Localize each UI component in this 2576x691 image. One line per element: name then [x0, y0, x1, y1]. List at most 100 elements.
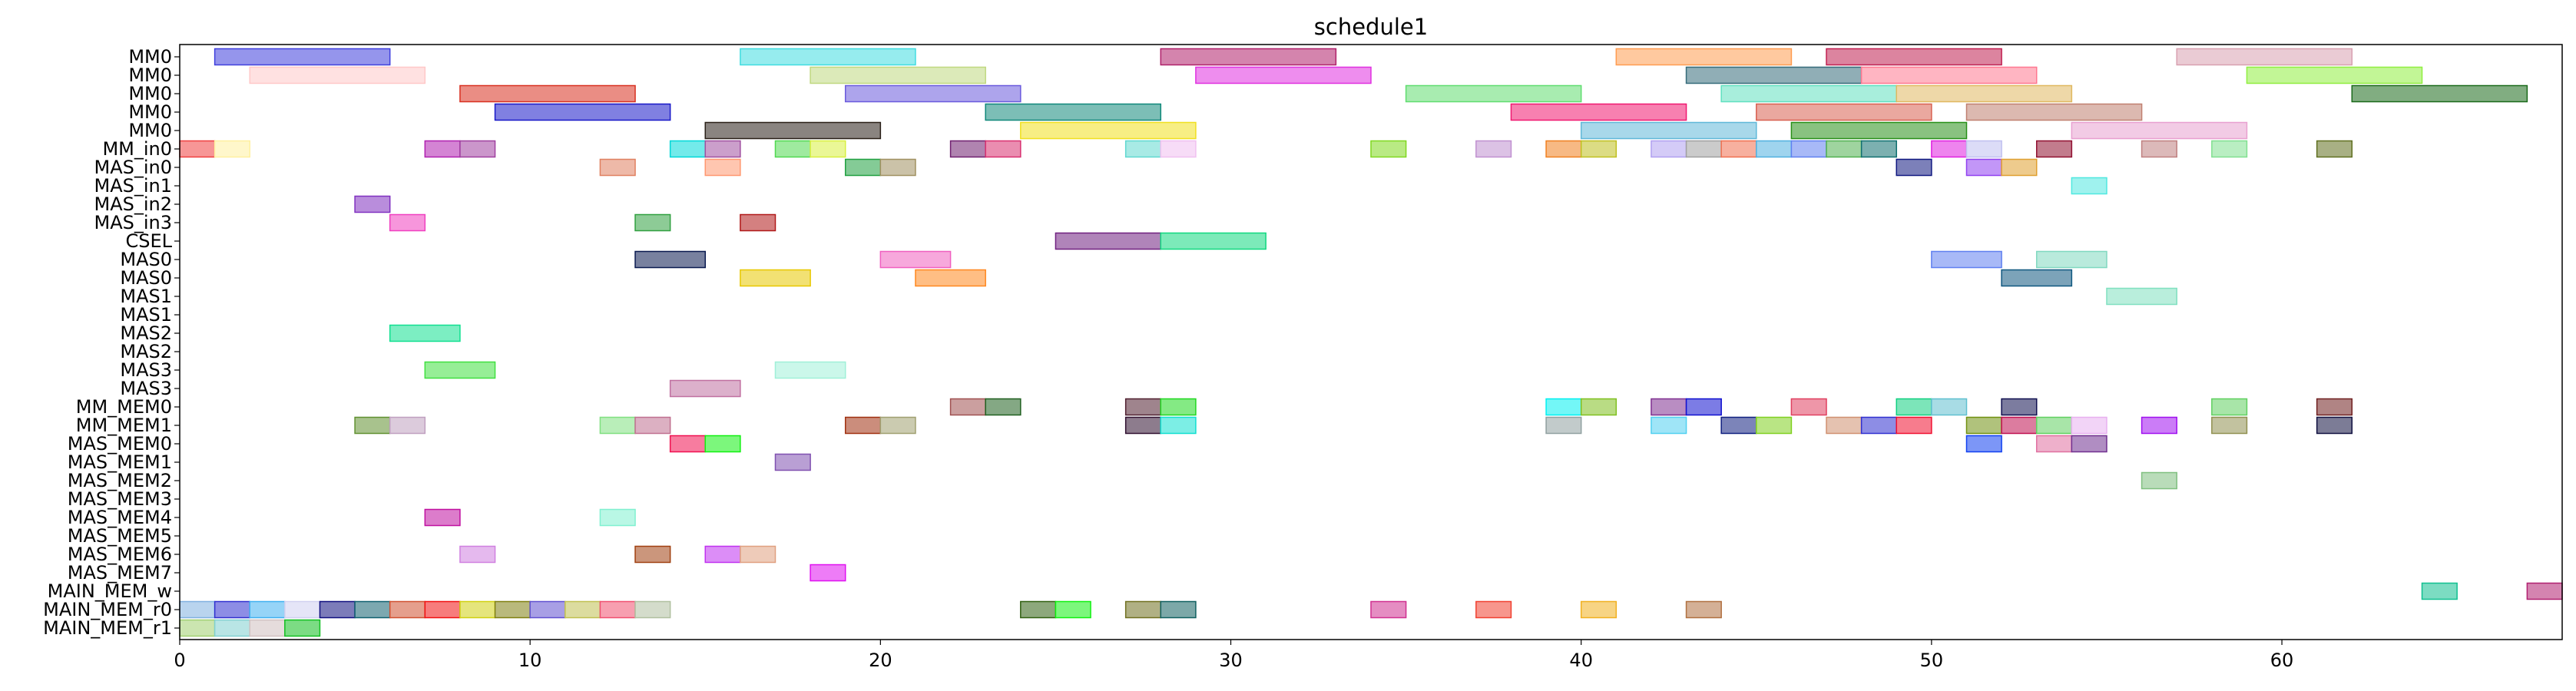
task-bar [2246, 66, 2423, 84]
task-bar [2001, 158, 2038, 177]
y-tick-label: MAS_MEM2 [68, 470, 172, 491]
task-bar [1475, 140, 1512, 158]
task-bar [879, 158, 916, 177]
task-bar [1651, 416, 1687, 435]
task-bar [1124, 600, 1162, 619]
task-bar [810, 140, 846, 158]
task-bar [2526, 582, 2563, 600]
y-tick-label: MM0 [128, 120, 172, 141]
task-bar [2141, 416, 2177, 435]
task-bar [599, 158, 636, 177]
task-bar [214, 140, 250, 158]
task-bar [949, 140, 986, 158]
task-bar [2351, 84, 2528, 103]
task-bar [1545, 416, 1582, 435]
y-tick-label: MAS_in0 [94, 157, 172, 178]
task-bar [179, 619, 216, 637]
y-tick-label: MAS_in1 [94, 175, 172, 197]
task-bar [1756, 140, 1793, 158]
task-bar [1580, 121, 1757, 140]
task-bar [774, 453, 811, 471]
task-bar [1124, 140, 1162, 158]
y-tick-label: MAS_in3 [94, 212, 172, 233]
task-bar [2035, 250, 2107, 269]
task-bar [844, 416, 882, 435]
task-bar [494, 103, 671, 121]
task-bar [1896, 84, 2073, 103]
task-bar [774, 140, 811, 158]
task-bar [1790, 140, 1827, 158]
y-tick-label: MAS1 [120, 286, 172, 307]
task-bar [2316, 416, 2353, 435]
y-tick-label: MAS0 [120, 249, 172, 270]
y-tick-label: MAS3 [120, 378, 172, 399]
task-bar [1685, 398, 1722, 416]
task-bar [424, 508, 461, 527]
task-bar [879, 416, 916, 435]
task-bar [389, 324, 461, 342]
task-bar [1020, 600, 1057, 619]
task-bar [1756, 416, 1793, 435]
task-bar [459, 84, 636, 103]
task-bar [1720, 140, 1757, 158]
y-tick-label: MM0 [128, 46, 172, 68]
y-tick-label: MAS_in2 [94, 193, 172, 215]
task-bar [669, 435, 707, 453]
y-tick-label: MAS2 [120, 322, 172, 344]
task-bar [634, 416, 671, 435]
task-bar [1826, 48, 2002, 66]
task-bar [2001, 269, 2073, 287]
task-bar [1965, 140, 2002, 158]
task-bar [354, 416, 391, 435]
task-bar [599, 416, 636, 435]
task-bar [985, 140, 1021, 158]
task-bar [1545, 398, 1582, 416]
task-bar [354, 195, 391, 213]
task-bar [214, 619, 250, 637]
task-bar [1160, 140, 1197, 158]
task-bar [424, 140, 461, 158]
x-tick-label: 0 [174, 650, 185, 671]
task-bar [1055, 232, 1162, 250]
y-tick-label: MAS0 [120, 267, 172, 289]
task-bar [284, 600, 321, 619]
task-bar [1826, 416, 1862, 435]
task-bar [2176, 48, 2353, 66]
task-bar [1931, 140, 1968, 158]
task-bar [2141, 140, 2177, 158]
y-tick-label: MM_MEM0 [76, 396, 172, 418]
x-tick-label: 20 [869, 650, 892, 671]
task-bar [1370, 140, 1407, 158]
y-tick-label: MM_in0 [102, 138, 172, 160]
y-tick-label: MAIN_MEM_r1 [43, 617, 172, 639]
task-bar [1720, 84, 1898, 103]
task-bar [774, 361, 846, 379]
task-bar [389, 213, 426, 232]
task-bar [1720, 416, 1757, 435]
task-bar [1405, 84, 1582, 103]
task-bar [529, 600, 566, 619]
task-bar [634, 213, 671, 232]
task-bar [2316, 140, 2353, 158]
y-tick-label: MAS2 [120, 341, 172, 362]
task-bar [1370, 600, 1407, 619]
task-bar [389, 416, 426, 435]
y-tick-label: MAS_MEM5 [68, 525, 172, 547]
task-bar [1790, 121, 1968, 140]
task-bar [2211, 416, 2248, 435]
y-tick-label: MAS_MEM0 [68, 433, 172, 455]
task-bar [2071, 416, 2107, 435]
task-bar [1860, 140, 1898, 158]
task-bar [1896, 416, 1932, 435]
task-bar [1020, 121, 1197, 140]
task-bar [1965, 416, 2002, 435]
task-bar [1475, 600, 1512, 619]
task-bar [2211, 140, 2248, 158]
task-bar [1965, 158, 2002, 177]
x-ticks: 0 10 20 30 40 50 60 [174, 640, 2293, 671]
task-bar [424, 600, 461, 619]
task-bar [1860, 416, 1898, 435]
y-tick-label: MM_MEM1 [76, 415, 172, 436]
